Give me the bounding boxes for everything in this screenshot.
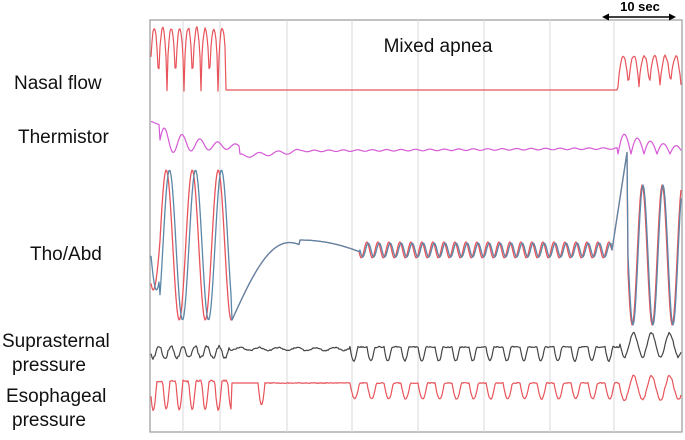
thermistor-trace	[150, 120, 682, 158]
tho-abd-blue-trace	[150, 151, 682, 326]
grid	[182, 20, 615, 432]
label-tho-abd: Tho/Abd	[30, 244, 102, 265]
plot-frame	[149, 19, 683, 433]
label-thermistor: Thermistor	[18, 127, 109, 148]
label-nasal-flow: Nasal flow	[14, 73, 102, 94]
label-suprasternal-line2: pressure	[12, 355, 86, 376]
scale-bar-label: 10 sec	[620, 0, 660, 14]
label-suprasternal-line1: Suprasternal	[2, 331, 110, 352]
traces	[150, 26, 682, 412]
suprasternal-pressure-trace	[150, 331, 682, 363]
esophageal-pressure-trace	[150, 374, 682, 412]
scale-bar: 10 sec	[602, 0, 676, 21]
label-esophageal-line2: pressure	[12, 410, 86, 431]
nasal-flow-trace	[150, 26, 682, 92]
label-esophageal-line1: Esophageal	[6, 386, 106, 407]
chart-title: Mixed apnea	[384, 36, 493, 57]
